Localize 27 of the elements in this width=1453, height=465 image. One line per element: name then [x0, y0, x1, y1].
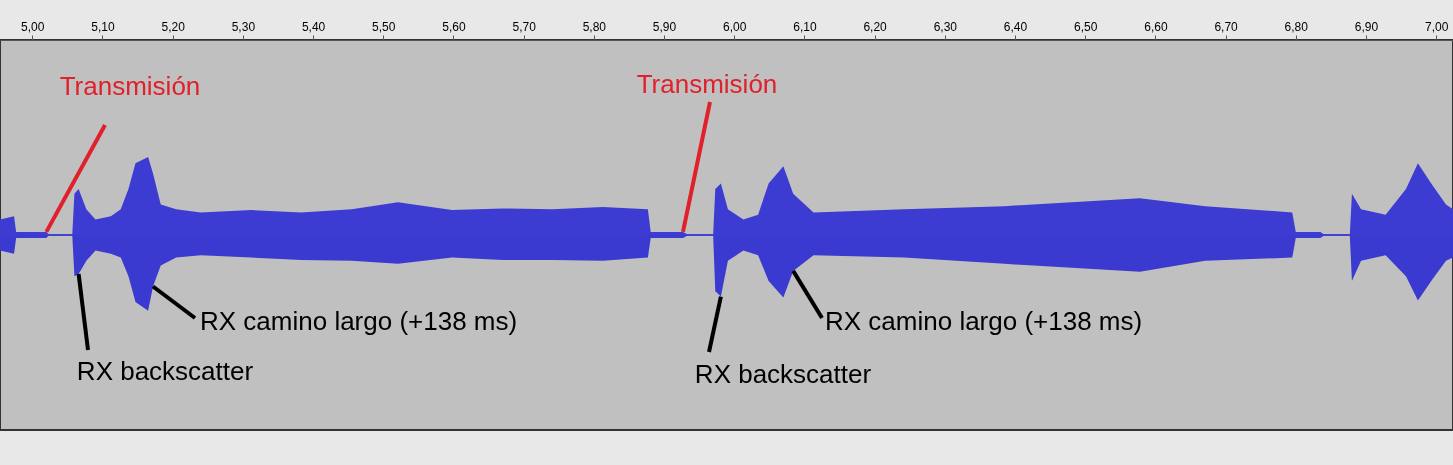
x-tick-label: 5,40 [301, 19, 326, 34]
x-tick-label: 5,10 [91, 19, 115, 34]
x-tick-label: 5,90 [652, 19, 677, 34]
x-tick-label: 5,20 [161, 19, 186, 34]
x-tick-label: 6,90 [1354, 19, 1379, 34]
x-tick-label: 6,60 [1144, 19, 1168, 34]
x-tick-label: 5,80 [582, 19, 607, 34]
x-tick-label: 6,40 [1003, 19, 1028, 34]
annotation: RX camino largo (+138 ms) [825, 306, 1143, 336]
x-tick-label: 6,50 [1074, 19, 1098, 34]
x-tick-label: 5,30 [231, 19, 256, 34]
x-tick-label: 5,70 [512, 19, 537, 34]
annotation: RX camino largo (+138 ms) [200, 306, 518, 336]
x-tick-label: 5,60 [442, 19, 466, 34]
x-tick-label: 6,80 [1284, 19, 1309, 34]
x-tick-label: 7,00 [1424, 19, 1449, 34]
x-tick-label: 6,10 [793, 19, 817, 34]
x-tick-label: 5,50 [372, 19, 396, 34]
annotation: Transmisión [59, 71, 201, 101]
annotation: Transmisión [636, 69, 778, 99]
x-tick-label: 5,00 [21, 19, 45, 34]
x-tick-label: 6,70 [1214, 19, 1239, 34]
x-tick-label: 6,20 [863, 19, 888, 34]
x-tick-label: 6,00 [723, 19, 747, 34]
x-tick-label: 6,30 [933, 19, 958, 34]
annotation: RX backscatter [694, 359, 872, 389]
annotation: RX backscatter [76, 356, 254, 386]
